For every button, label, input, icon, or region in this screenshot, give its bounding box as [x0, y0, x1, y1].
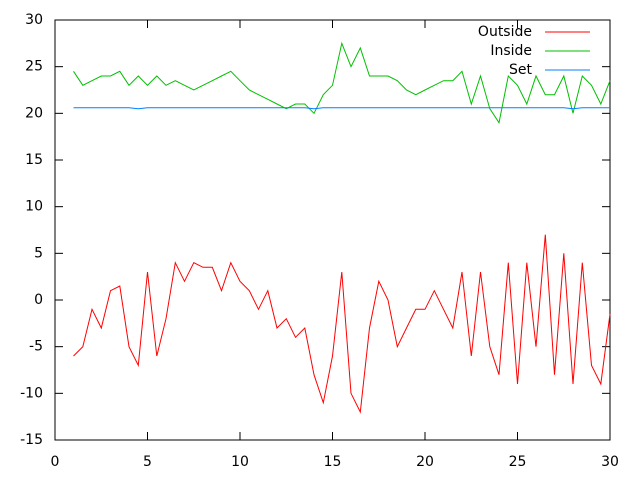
x-tick-label: 10 — [231, 454, 249, 470]
x-tick-label: 5 — [143, 454, 152, 470]
y-tick-label: -15 — [20, 432, 43, 448]
x-tick-label: 30 — [601, 454, 619, 470]
y-tick-label: -5 — [29, 339, 43, 355]
y-tick-label: -10 — [20, 385, 43, 401]
legend-label: Inside — [490, 43, 532, 59]
y-tick-label: 0 — [34, 292, 43, 308]
legend-label: Outside — [478, 24, 532, 40]
x-tick-label: 25 — [509, 454, 527, 470]
series-line — [73, 41, 611, 124]
legend-label: Set — [509, 62, 533, 78]
x-tick-label: 20 — [416, 454, 434, 470]
series-line — [73, 234, 611, 414]
series-line — [73, 107, 610, 110]
x-tick-label: 0 — [51, 454, 60, 470]
y-tick-label: 10 — [25, 199, 43, 215]
y-tick-label: 20 — [25, 105, 43, 121]
y-tick-label: 15 — [25, 152, 43, 168]
x-tick-label: 15 — [324, 454, 342, 470]
y-tick-label: 5 — [34, 245, 43, 261]
y-tick-label: 30 — [25, 12, 43, 28]
y-tick-label: 25 — [25, 59, 43, 75]
